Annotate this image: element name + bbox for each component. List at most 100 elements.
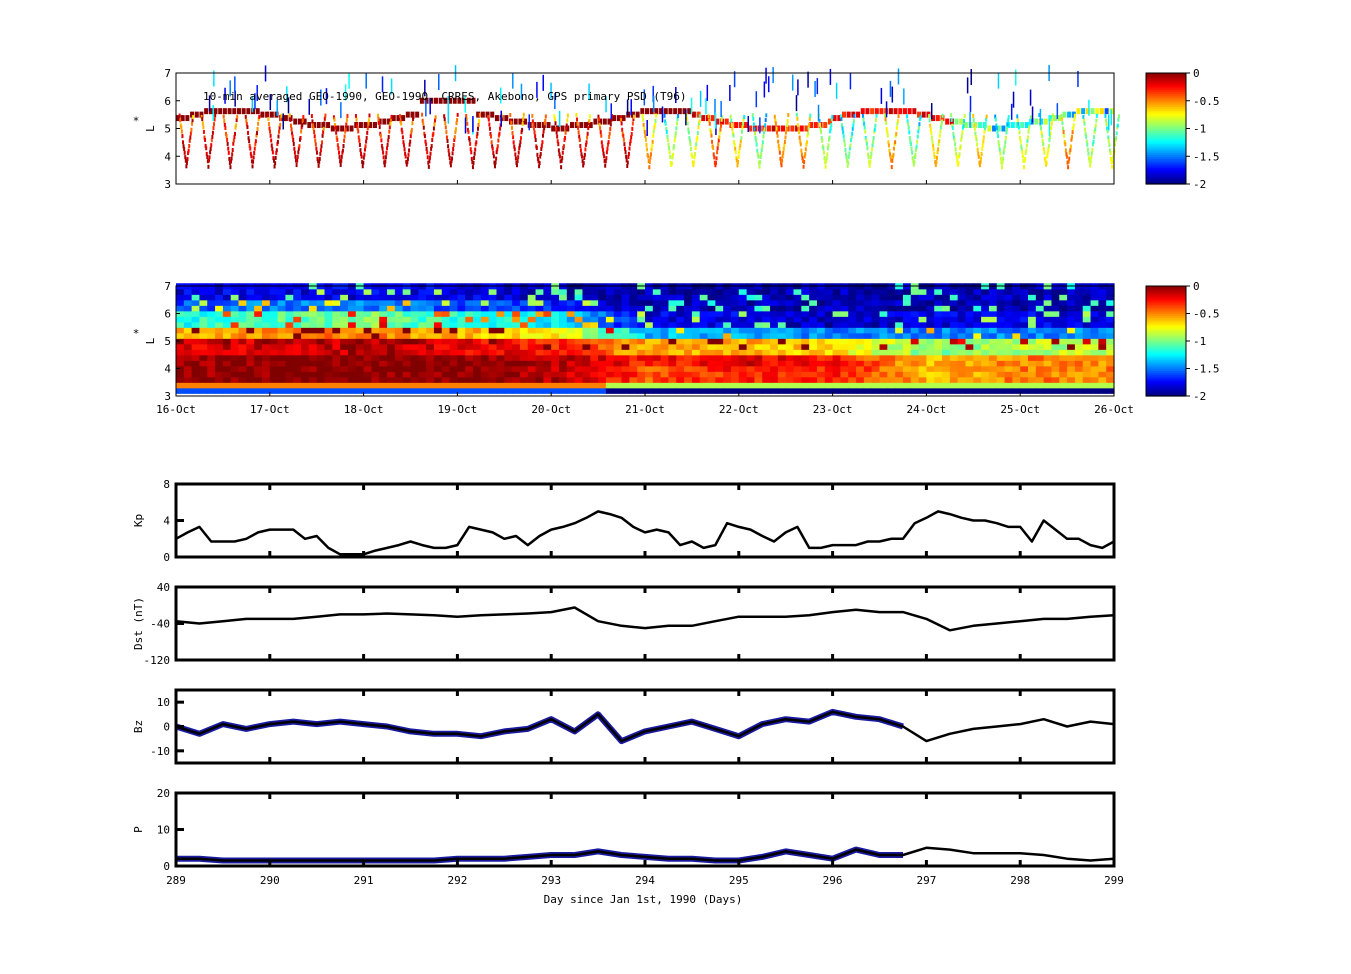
psd-point (406, 156, 409, 161)
psd-point (471, 165, 474, 170)
dst-point (339, 613, 341, 616)
heatmap-cell (480, 360, 490, 367)
heatmap-cell (355, 371, 365, 378)
heatmap-cell (957, 338, 967, 345)
dst-point (620, 624, 623, 627)
heatmap-cell (238, 376, 247, 383)
psd-point (1067, 159, 1070, 164)
psd-point (407, 152, 410, 157)
psd-point (358, 142, 361, 147)
heatmap-cell (598, 305, 607, 312)
heatmap-cell (551, 338, 560, 345)
heatmap-cell (527, 371, 537, 378)
psd-point (698, 119, 701, 124)
heatmap-cell (480, 316, 490, 323)
heatmap-cell (840, 332, 849, 339)
heatmap-cell (238, 288, 247, 295)
heatmap-cell (996, 327, 1006, 334)
psd-point (300, 129, 303, 134)
psd-point (800, 148, 803, 153)
heatmap-cell (308, 338, 318, 345)
heatmap-cell (473, 288, 482, 295)
heatmap-cell (652, 376, 662, 383)
heatmap-cell (277, 332, 287, 339)
psd-point (985, 114, 988, 119)
psd-point (827, 143, 830, 148)
heatmap-cell (754, 332, 763, 339)
psd-point (886, 133, 889, 138)
bz-point (808, 720, 810, 723)
heatmap-cell (684, 332, 693, 339)
heatmap-cell (1035, 387, 1045, 394)
heatmap-cell (918, 382, 927, 389)
heatmap-cell (285, 288, 294, 295)
heatmap-cell (942, 360, 951, 367)
heatmap-cell (441, 299, 451, 306)
heatmap-cell (848, 305, 857, 312)
psd-point (298, 144, 301, 149)
psd-point (566, 113, 569, 118)
heatmap-cell (441, 294, 451, 301)
heatmap-cell (199, 365, 208, 372)
psd-point (981, 146, 984, 151)
heatmap-cell (988, 299, 998, 306)
psd-point (803, 154, 806, 159)
heatmap-cell (691, 310, 701, 317)
heatmap-cell (512, 343, 521, 350)
psd-point (807, 125, 810, 130)
psd-point (632, 114, 635, 119)
psd-point (313, 134, 316, 139)
heatmap-cell (934, 360, 943, 367)
psd-point (1076, 108, 1081, 115)
heatmap-cell (809, 343, 818, 350)
heatmap-cell (676, 321, 685, 328)
heatmap-cell (785, 332, 795, 339)
heatmap-cell (918, 305, 927, 312)
heatmap-cell (996, 387, 1006, 394)
psd-point (852, 123, 855, 128)
heatmap-cell (793, 376, 802, 383)
psd-point (575, 112, 578, 117)
psd-point (449, 160, 452, 165)
heatmap-cell (473, 365, 482, 372)
heatmap-cell (535, 310, 544, 317)
heatmap-cell (1106, 316, 1115, 323)
psd-point (730, 122, 733, 127)
psd-point (409, 134, 412, 139)
heatmap-cell (308, 332, 318, 339)
colorbar-cell (1146, 368, 1186, 371)
psd-point (688, 135, 691, 140)
psd-point (605, 156, 608, 161)
heatmap-cell (902, 321, 912, 328)
heatmap-cell (895, 349, 904, 356)
heatmap-cell (816, 343, 826, 350)
psd-point (267, 121, 270, 126)
heatmap-cell (832, 360, 842, 367)
kp-point (655, 528, 658, 531)
heatmap-cell (254, 327, 263, 334)
heatmap-cell (582, 354, 591, 361)
kp-point (784, 531, 787, 534)
heatmap-cell (551, 365, 560, 372)
heatmap-cell (895, 294, 904, 301)
psd-point (601, 147, 604, 152)
psd-point (360, 154, 363, 159)
heatmap-cell (238, 310, 247, 317)
heatmap-cell (629, 354, 638, 361)
heatmap-cell (981, 294, 990, 301)
psd-point (546, 122, 551, 129)
y-tick-label: 7 (164, 67, 171, 80)
heatmap-cell (394, 343, 404, 350)
heatmap-cell (684, 338, 693, 345)
psd-point (616, 115, 621, 122)
heatmap-cell (691, 294, 701, 301)
heatmap-cell (785, 310, 795, 317)
heatmap-cell (676, 376, 685, 383)
psd-point (344, 129, 347, 134)
psd-point (929, 123, 932, 128)
heatmap-cell (183, 294, 193, 301)
heatmap-cell (660, 299, 670, 306)
heatmap-cell (543, 354, 552, 361)
heatmap-cell (1074, 321, 1084, 328)
heatmap-cell (1004, 360, 1013, 367)
